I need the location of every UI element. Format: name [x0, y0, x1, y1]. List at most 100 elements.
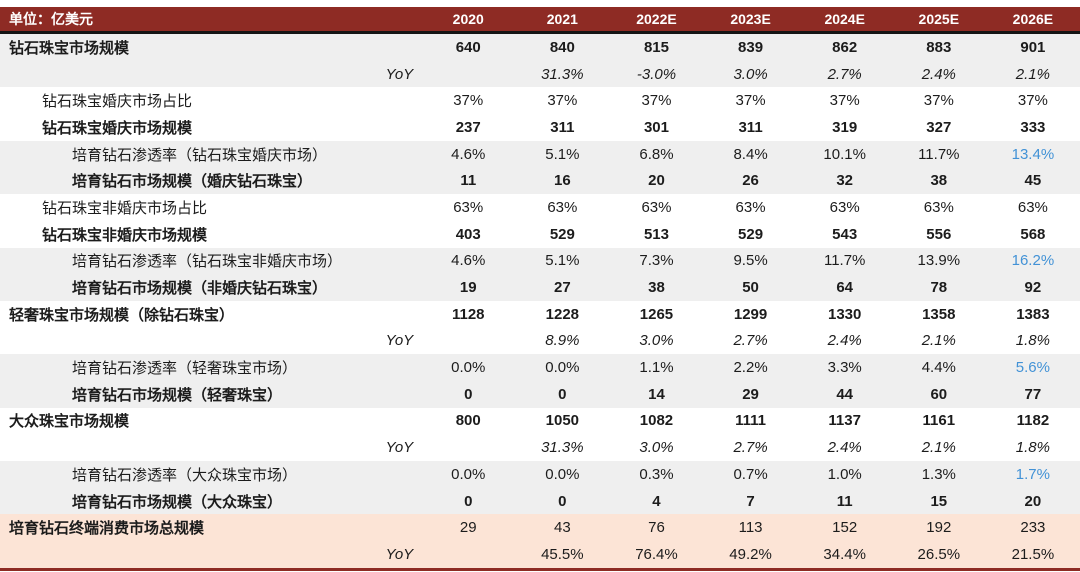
- cell-value: 50: [742, 279, 759, 297]
- cell-value: 1.7%: [1015, 465, 1050, 483]
- cell-value: 37%: [829, 92, 860, 110]
- cell-value: 403: [455, 225, 481, 243]
- table-row: 钻石珠宝市场规模 640 840 815 839 862 883 901: [0, 34, 1080, 61]
- cell-value: 26.5%: [917, 545, 961, 563]
- cell-value: 1.8%: [1015, 332, 1050, 350]
- row-label: 培育钻石市场规模（大众珠宝）: [72, 493, 283, 511]
- cell-value: 37%: [453, 92, 484, 110]
- cell-value: 5.1%: [545, 145, 580, 163]
- cell-value: 63%: [1017, 198, 1048, 216]
- row-label: 培育钻石渗透率（钻石珠宝婚庆市场）: [72, 146, 328, 164]
- cell-value: 556: [926, 225, 952, 243]
- cell-value: 19: [459, 279, 477, 297]
- cell-value: 4.6%: [451, 252, 486, 270]
- row-label: 培育钻石渗透率（钻石珠宝非婚庆市场）: [72, 253, 343, 271]
- cell-value: 20: [1024, 492, 1042, 510]
- cell-value: 1330: [827, 305, 862, 323]
- table-bottom-border: [0, 567, 1080, 571]
- cell-value: 319: [832, 118, 858, 136]
- cell-value: 1182: [1016, 412, 1050, 430]
- cell-value: 862: [832, 38, 858, 56]
- cell-value: 9.5%: [733, 252, 768, 270]
- cell-value: 10.1%: [823, 145, 866, 163]
- table-row: 大众珠宝市场规模 800 1050 1082 1111 1137 1161 1182: [0, 407, 1080, 435]
- row-label: YoY: [385, 439, 414, 457]
- cell-value: 1.3%: [921, 465, 956, 483]
- cell-value: 311: [550, 118, 575, 136]
- cell-value: 60: [930, 385, 948, 403]
- cell-value: 8.9%: [545, 332, 580, 350]
- cell-value: 2.1%: [921, 332, 956, 350]
- cell-value: 0.7%: [733, 465, 768, 483]
- cell-value: 3.0%: [733, 65, 768, 83]
- cell-value: 26: [742, 172, 759, 190]
- cell-value: 0: [558, 492, 567, 510]
- cell-value: -3.0%: [636, 65, 677, 83]
- cell-value: 29: [459, 519, 477, 537]
- cell-value: 2.1%: [1015, 65, 1050, 83]
- cell-value: 568: [1020, 225, 1046, 243]
- cell-value: 14: [648, 385, 665, 403]
- row-label: 培育钻石市场规模（轻奢珠宝）: [72, 386, 283, 404]
- row-label: YoY: [385, 332, 414, 350]
- cell-value: 45.5%: [541, 545, 584, 563]
- cell-value: 4: [652, 492, 661, 510]
- cell-value: 0: [464, 385, 473, 403]
- row-label: 培育钻石渗透率（轻奢珠宝市场）: [72, 360, 298, 378]
- cell-value: 11.7%: [918, 145, 960, 163]
- row-label: 钻石珠宝非婚庆市场规模: [42, 226, 208, 244]
- cell-value: 44: [836, 385, 854, 403]
- cell-value: 0.0%: [545, 359, 580, 377]
- cell-value: 5.6%: [1015, 359, 1050, 377]
- cell-value: 1265: [639, 305, 674, 323]
- cell-value: 192: [926, 519, 952, 537]
- cell-value: 815: [643, 38, 669, 56]
- column-header-2024e: 2024E: [824, 11, 865, 27]
- cell-value: 233: [1020, 519, 1046, 537]
- cell-value: 64: [836, 279, 854, 297]
- cell-value: 34.4%: [823, 545, 866, 563]
- cell-value: 21.5%: [1011, 545, 1055, 563]
- table-row: 钻石珠宝婚庆市场占比 37% 37% 37% 37% 37% 37% 37%: [0, 87, 1080, 115]
- cell-value: 37%: [923, 92, 954, 110]
- column-header-2026e: 2026E: [1012, 11, 1054, 27]
- cell-value: 13.9%: [917, 252, 961, 270]
- column-header-2025e: 2025E: [918, 11, 960, 27]
- cell-value: 37%: [1017, 92, 1048, 110]
- cell-value: 27: [554, 279, 571, 297]
- cell-value: 29: [742, 385, 759, 403]
- cell-value: 1082: [639, 412, 674, 430]
- cell-value: 3.0%: [639, 439, 674, 457]
- cell-value: 2.7%: [733, 439, 768, 457]
- cell-value: 840: [549, 38, 575, 56]
- cell-value: 2.4%: [827, 332, 862, 350]
- cell-value: 1128: [451, 305, 485, 323]
- cell-value: 15: [930, 492, 948, 510]
- cell-value: 16.2%: [1011, 252, 1055, 270]
- table-row: YoY 31.3% 3.0% 2.7% 2.4% 2.1% 1.8%: [0, 434, 1080, 461]
- table-body: 钻石珠宝市场规模 640 840 815 839 862 883 901 YoY 31.3% -3.…: [0, 34, 1080, 568]
- row-label: 大众珠宝市场规模: [9, 413, 130, 431]
- row-label: 钻石珠宝婚庆市场占比: [42, 93, 193, 111]
- cell-value: 63%: [641, 198, 672, 216]
- cell-value: 5.1%: [545, 252, 580, 270]
- cell-value: 1383: [1016, 305, 1050, 323]
- unit-label: 单位：亿美元: [9, 11, 93, 27]
- cell-value: 76: [648, 519, 665, 537]
- cell-value: 92: [1024, 279, 1042, 297]
- cell-value: 883: [926, 38, 952, 56]
- cell-value: 4.6%: [451, 145, 486, 163]
- cell-value: 1137: [828, 412, 861, 430]
- cell-value: 43: [554, 519, 571, 537]
- table-row: YoY 45.5% 76.4% 49.2% 34.4% 26.5% 21.5%: [0, 541, 1080, 568]
- cell-value: 1.8%: [1015, 439, 1050, 457]
- column-header-2021: 2021: [546, 11, 578, 27]
- cell-value: 2.4%: [827, 439, 862, 457]
- cell-value: 1.1%: [639, 359, 674, 377]
- cell-value: 31.3%: [541, 65, 584, 83]
- cell-value: 1.0%: [827, 465, 862, 483]
- cell-value: 7: [746, 492, 755, 510]
- cell-value: 3.3%: [827, 359, 862, 377]
- cell-value: 37%: [735, 92, 766, 110]
